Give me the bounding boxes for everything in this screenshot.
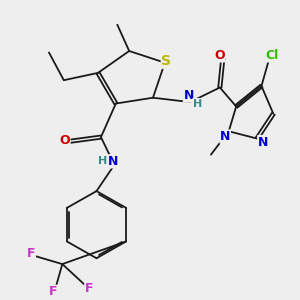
Text: H: H bbox=[98, 156, 108, 166]
Text: F: F bbox=[27, 248, 35, 260]
Text: N: N bbox=[220, 130, 230, 143]
Text: O: O bbox=[214, 49, 225, 62]
Text: N: N bbox=[108, 155, 118, 168]
Text: F: F bbox=[49, 285, 58, 298]
Text: S: S bbox=[161, 54, 171, 68]
Text: O: O bbox=[59, 134, 70, 146]
Text: H: H bbox=[193, 98, 202, 109]
Text: N: N bbox=[258, 136, 268, 148]
Text: N: N bbox=[184, 89, 194, 102]
Text: F: F bbox=[85, 282, 93, 296]
Text: Cl: Cl bbox=[265, 49, 278, 62]
